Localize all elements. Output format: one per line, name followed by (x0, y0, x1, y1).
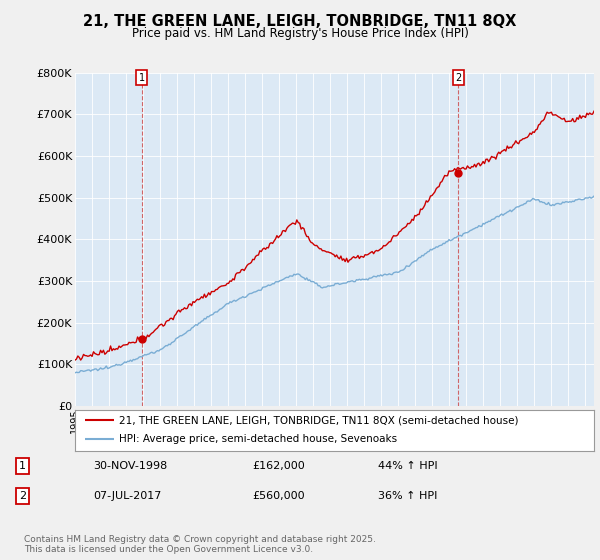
Text: £560,000: £560,000 (252, 491, 305, 501)
Text: 1: 1 (139, 73, 145, 83)
Text: Contains HM Land Registry data © Crown copyright and database right 2025.
This d: Contains HM Land Registry data © Crown c… (24, 535, 376, 554)
Text: 21, THE GREEN LANE, LEIGH, TONBRIDGE, TN11 8QX (semi-detached house): 21, THE GREEN LANE, LEIGH, TONBRIDGE, TN… (119, 415, 518, 425)
Text: 2: 2 (19, 491, 26, 501)
Text: £162,000: £162,000 (252, 461, 305, 471)
Text: 30-NOV-1998: 30-NOV-1998 (93, 461, 167, 471)
Text: HPI: Average price, semi-detached house, Sevenoaks: HPI: Average price, semi-detached house,… (119, 435, 397, 444)
Text: 2: 2 (455, 73, 461, 83)
Text: 21, THE GREEN LANE, LEIGH, TONBRIDGE, TN11 8QX: 21, THE GREEN LANE, LEIGH, TONBRIDGE, TN… (83, 14, 517, 29)
Text: 44% ↑ HPI: 44% ↑ HPI (378, 461, 437, 471)
Text: 36% ↑ HPI: 36% ↑ HPI (378, 491, 437, 501)
Text: Price paid vs. HM Land Registry's House Price Index (HPI): Price paid vs. HM Land Registry's House … (131, 27, 469, 40)
Text: 1: 1 (19, 461, 26, 471)
Text: 07-JUL-2017: 07-JUL-2017 (93, 491, 161, 501)
